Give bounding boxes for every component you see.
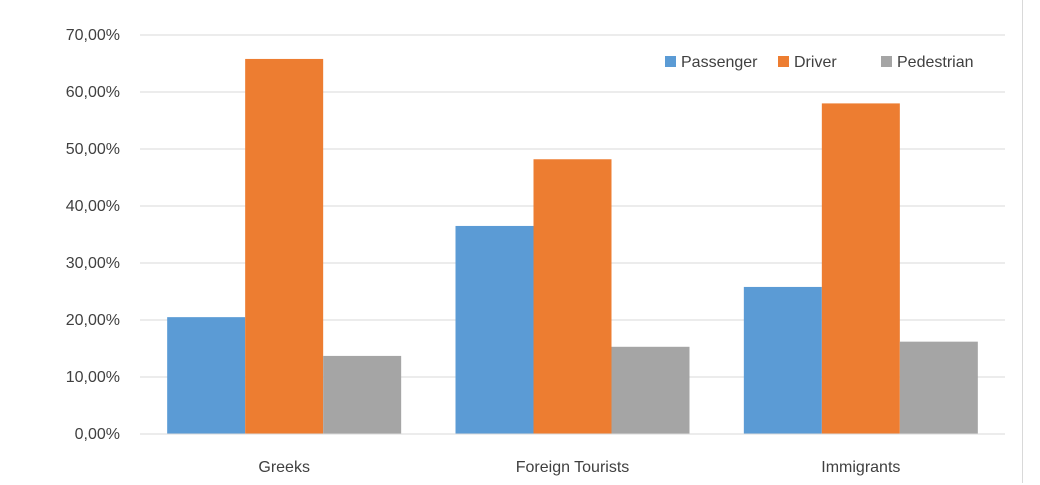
bar-driver-immigrants [821, 103, 900, 435]
bar-pedestrian-greeks [323, 355, 402, 434]
bar-passenger-immigrants [743, 286, 822, 434]
y-tick-label: 30,00% [66, 255, 120, 272]
y-tick-label: 40,00% [66, 198, 120, 215]
y-tick-label: 10,00% [66, 369, 120, 386]
legend-item-pedestrian: Pedestrian [881, 54, 974, 71]
y-tick-label: 50,00% [66, 141, 120, 158]
y-axis-tick-labels: 0,00% 10,00% 20,00% 30,00% 40,00% 50,00% 60,00… [66, 27, 120, 443]
legend-item-passenger: Passenger [665, 54, 758, 71]
legend: Passenger Driver Pedestrian [665, 54, 974, 71]
y-tick-label: 0,00% [75, 426, 120, 443]
legend-label: Driver [794, 54, 837, 71]
bars [167, 58, 978, 435]
y-tick-label: 70,00% [66, 27, 120, 44]
x-category-label: Foreign Tourists [516, 459, 630, 476]
x-axis-category-labels: Greeks Foreign Tourists Immigrants [258, 459, 900, 476]
bar-passenger-foreign-tourists [455, 225, 534, 434]
y-tick-label: 20,00% [66, 312, 120, 329]
legend-swatch [778, 56, 789, 67]
bar-driver-foreign-tourists [533, 159, 612, 434]
legend-item-driver: Driver [778, 54, 837, 71]
bar-driver-greeks [245, 58, 324, 434]
legend-swatch [665, 56, 676, 67]
legend-swatch [881, 56, 892, 67]
legend-label: Passenger [681, 54, 758, 71]
bar-passenger-greeks [167, 317, 246, 434]
bar-pedestrian-immigrants [899, 341, 978, 434]
bar-pedestrian-foreign-tourists [611, 346, 690, 434]
chart-frame [1022, 0, 1023, 483]
x-category-label: Immigrants [821, 459, 900, 476]
legend-label: Pedestrian [897, 54, 974, 71]
x-category-label: Greeks [258, 459, 310, 476]
y-tick-label: 60,00% [66, 84, 120, 101]
